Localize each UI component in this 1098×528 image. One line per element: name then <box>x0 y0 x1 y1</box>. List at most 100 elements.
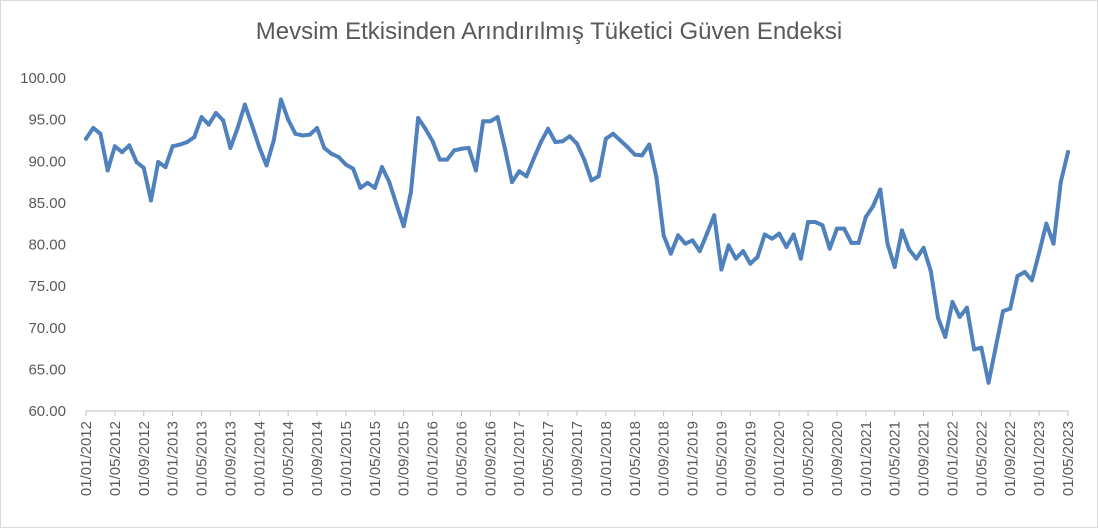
data-point <box>762 232 767 237</box>
data-point <box>264 163 269 168</box>
y-tick-label: 85.00 <box>28 195 66 212</box>
data-point <box>437 157 442 162</box>
data-point <box>307 132 312 137</box>
data-point <box>170 144 175 149</box>
x-tick-label: 01/09/2019 <box>742 421 759 496</box>
data-point <box>668 251 673 256</box>
data-point <box>878 187 883 192</box>
data-point <box>611 131 616 136</box>
data-point <box>336 155 341 160</box>
data-point <box>84 136 88 141</box>
data-point <box>387 180 392 185</box>
data-point <box>733 256 738 261</box>
y-tick-label: 95.00 <box>28 112 66 129</box>
data-point <box>979 345 984 350</box>
x-tick-label: 01/01/2022 <box>944 421 961 496</box>
data-point <box>502 145 507 150</box>
data-point <box>639 153 644 158</box>
x-tick-label: 01/05/2014 <box>280 421 297 496</box>
x-tick-label: 01/05/2023 <box>1060 421 1077 496</box>
data-point <box>531 156 536 161</box>
data-point <box>719 267 724 272</box>
data-point <box>820 223 825 228</box>
x-tick-label: 01/01/2012 <box>78 421 95 496</box>
chart-title: Mevsim Etkisinden Arındırılmış Tüketici … <box>255 18 843 45</box>
data-point <box>921 245 926 250</box>
x-tick-label: 01/01/2018 <box>598 421 615 496</box>
data-point <box>661 233 666 238</box>
x-tick-label: 01/05/2020 <box>800 421 817 496</box>
y-tick-label: 70.00 <box>28 320 66 337</box>
data-point <box>192 135 197 140</box>
x-tick-label: 01/01/2019 <box>685 421 702 496</box>
y-axis: 60.00 65.00 70.00 75.00 80.00 85.00 90.00 95.00… <box>20 70 66 420</box>
x-axis: 01/01/2012 01/05/2012 01/09/2012 01/01/2013… <box>78 410 1077 496</box>
x-tick-label: 01/01/2023 <box>1031 421 1048 496</box>
data-point <box>575 141 579 146</box>
data-point <box>416 115 421 120</box>
x-tick-label: 01/09/2017 <box>569 421 586 496</box>
x-tick-label: 01/01/2020 <box>771 421 788 496</box>
data-point <box>943 334 948 339</box>
data-point <box>849 240 854 245</box>
data-point <box>806 220 811 225</box>
data-point <box>148 198 153 203</box>
data-point <box>91 125 96 130</box>
data-point <box>632 152 637 157</box>
data-point <box>156 160 161 165</box>
data-point <box>250 123 255 128</box>
x-tick-label: 01/09/2022 <box>1002 421 1019 496</box>
data-point <box>372 185 377 190</box>
data-point <box>907 247 912 252</box>
data-point <box>329 151 334 156</box>
data-point <box>892 264 897 269</box>
data-point <box>98 131 103 136</box>
data-point <box>777 231 782 236</box>
data-point <box>394 202 399 207</box>
data-point <box>654 175 659 180</box>
data-point <box>488 119 493 124</box>
data-point <box>517 169 522 174</box>
data-point <box>445 157 450 162</box>
data-point <box>863 215 868 220</box>
x-tick-label: 01/05/2017 <box>540 421 557 496</box>
x-tick-label: 01/09/2021 <box>916 421 933 496</box>
data-point <box>1066 150 1070 155</box>
data-point <box>365 180 370 185</box>
series-layer <box>84 97 1070 385</box>
data-point <box>914 256 919 261</box>
data-point <box>582 157 587 162</box>
data-point <box>358 185 363 190</box>
data-point <box>466 145 471 150</box>
data-point <box>495 115 500 120</box>
x-tick-label: 01/05/2021 <box>887 421 904 496</box>
data-point <box>127 143 132 148</box>
data-point <box>278 97 283 102</box>
x-tick-label: 01/09/2018 <box>656 421 673 496</box>
data-point <box>228 145 233 150</box>
data-point <box>141 165 146 170</box>
data-point <box>343 162 348 167</box>
data-point <box>134 160 139 165</box>
data-point <box>163 165 168 170</box>
y-tick-label: 90.00 <box>28 153 66 170</box>
x-tick-label: 01/09/2016 <box>482 421 499 496</box>
data-point <box>769 236 774 241</box>
data-point <box>618 138 623 143</box>
data-point <box>676 233 681 238</box>
data-point <box>510 180 515 185</box>
data-point <box>741 249 746 254</box>
data-point <box>697 249 702 254</box>
data-point <box>177 142 182 147</box>
x-tick-label: 01/05/2012 <box>107 421 124 496</box>
data-point <box>271 138 276 143</box>
data-point <box>538 140 543 145</box>
data-point <box>322 145 327 150</box>
data-point <box>856 240 861 245</box>
data-point <box>871 204 876 209</box>
data-point <box>235 125 240 130</box>
data-point <box>1037 250 1042 255</box>
data-point <box>286 117 291 122</box>
